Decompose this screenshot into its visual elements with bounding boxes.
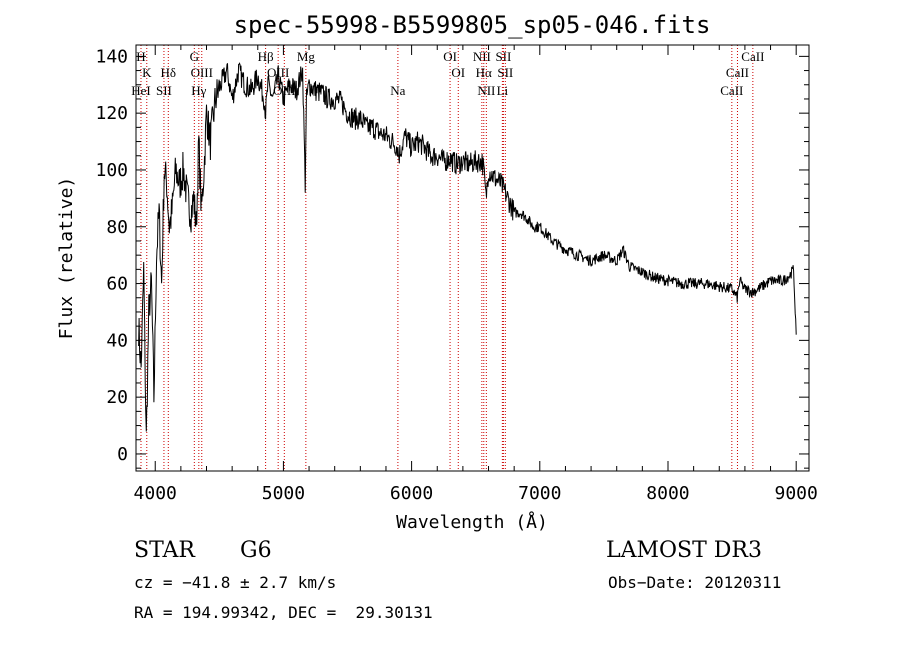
line-marker-label-17: NII [477, 83, 495, 98]
line-marker-label-14: OI [451, 65, 465, 80]
line-marker-label-22: CaII [726, 65, 749, 80]
line-marker-label-19: SII [497, 65, 513, 80]
line-markers: HKHeISIIHδGOIIIHγHβOIIIOIIIMgNaOIOINIIHα… [131, 45, 764, 471]
y-tick-label-4: 80 [106, 217, 128, 238]
x-tick-label-4: 8000 [646, 483, 689, 504]
spectrum-line [138, 62, 797, 432]
y-tick-label-2: 40 [106, 330, 128, 351]
survey-label: LAMOST DR3 [606, 538, 762, 563]
line-marker-label-12: Na [390, 83, 405, 98]
line-marker-label-21: CaII [741, 49, 764, 64]
x-tick-label-1: 5000 [262, 483, 305, 504]
line-marker-label-16: Hα [476, 65, 492, 80]
line-marker-label-18: SII [495, 49, 511, 64]
line-marker-label-8: Hβ [258, 49, 274, 64]
line-marker-label-11: Mg [297, 49, 316, 64]
cz-value: cz = −41.8 ± 2.7 km/s [134, 573, 337, 592]
object-class: STAR [134, 538, 195, 563]
line-marker-label-6: OIII [191, 65, 213, 80]
x-axis-label: Wavelength (Å) [396, 511, 548, 533]
y-tick-label-6: 120 [95, 103, 128, 124]
coordinates: RA = 194.99342, DEC = 29.30131 [134, 603, 433, 622]
y-axis-label: Flux (relative) [56, 177, 77, 340]
line-marker-label-13: OI [443, 49, 457, 64]
y-tick-label-0: 0 [117, 444, 128, 465]
y-tick-label-5: 100 [95, 160, 128, 181]
line-marker-label-4: Hδ [161, 65, 177, 80]
y-tick-label-7: 140 [95, 46, 128, 67]
line-marker-label-1: K [142, 65, 152, 80]
chart-title: spec-55998-B5599805_sp05-046.fits [234, 11, 711, 39]
x-tick-label-0: 4000 [134, 483, 177, 504]
line-marker-label-7: Hγ [191, 83, 206, 98]
obs-date: Obs−Date: 20120311 [608, 573, 782, 592]
object-subclass: G6 [240, 538, 272, 563]
line-marker-label-15: NII [473, 49, 491, 64]
y-tick-label-1: 20 [106, 387, 128, 408]
axis-ticks: 4000 5000 6000 7000 8000 9000 0 20 40 60 80 100 120 1… [95, 45, 818, 504]
x-tick-label-2: 6000 [390, 483, 433, 504]
y-tick-label-3: 60 [106, 274, 128, 295]
x-tick-label-3: 7000 [518, 483, 561, 504]
series-group [138, 62, 797, 432]
line-marker-label-5: G [190, 49, 199, 64]
x-tick-label-5: 9000 [775, 483, 818, 504]
plot-frame [135, 44, 810, 472]
line-marker-label-3: SII [156, 83, 172, 98]
line-marker-label-23: CaII [720, 83, 743, 98]
line-marker-label-20: Li [497, 83, 509, 98]
